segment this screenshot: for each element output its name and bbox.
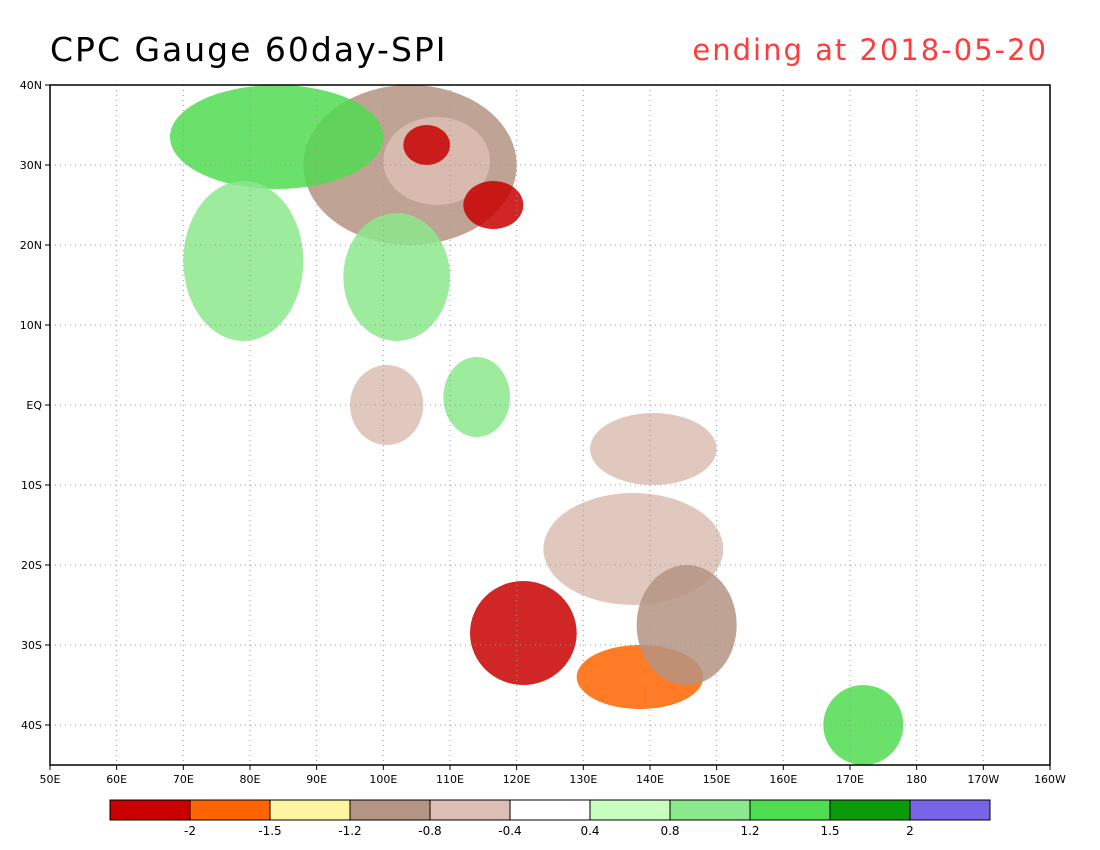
x-tick-label: 120E xyxy=(503,773,531,786)
region-central-china xyxy=(403,125,450,165)
x-tick-label: 140E xyxy=(636,773,664,786)
colorbar-label: -1.2 xyxy=(338,824,361,838)
y-tick-label: 20N xyxy=(20,239,42,252)
x-axis-ticks: 50E 60E 70E 80E 90E 100E 110E 120E 130E 140E 150E 1… xyxy=(40,765,1066,786)
colorbar-swatch xyxy=(109,799,191,821)
map-frame xyxy=(49,84,1051,766)
x-tick-label: 180 xyxy=(906,773,927,786)
region-india xyxy=(183,181,304,341)
x-tick-label: 50E xyxy=(40,773,61,786)
x-tick-label: 70E xyxy=(173,773,194,786)
colorbar-swatch xyxy=(189,799,271,821)
spi-regions xyxy=(170,85,904,765)
colorbar-label: 2 xyxy=(906,824,914,838)
y-tick-label: 10N xyxy=(20,319,42,332)
region-australia-west xyxy=(469,581,577,685)
y-tick-label: 30N xyxy=(20,159,42,172)
colorbar-label: 0.4 xyxy=(580,824,599,838)
x-tick-label: 160E xyxy=(769,773,797,786)
chart-title: CPC Gauge 60day-SPI xyxy=(50,30,448,69)
colorbar-swatch xyxy=(509,799,591,821)
y-tick-label: 30S xyxy=(21,639,42,652)
colorbar-label: -1.5 xyxy=(258,824,281,838)
y-tick-label: 20S xyxy=(21,559,42,572)
colorbar-swatch xyxy=(269,799,351,821)
region-borneo xyxy=(443,357,510,437)
colorbar: -2 -1.5 -1.2 -0.8 -0.4 0.4 0.8 1.2 1.5 2 xyxy=(109,799,991,838)
x-tick-label: 80E xyxy=(240,773,261,786)
y-tick-label: 40S xyxy=(21,719,42,732)
map-gridlines xyxy=(50,84,1050,765)
colorbar-swatch xyxy=(349,799,431,821)
x-tick-label: 100E xyxy=(369,773,397,786)
x-tick-label: 110E xyxy=(436,773,464,786)
region-new-zealand xyxy=(823,685,904,765)
region-sumatra xyxy=(350,365,424,445)
region-australia-east xyxy=(636,565,737,685)
region-new-guinea xyxy=(590,413,717,485)
x-tick-label: 160W xyxy=(1034,773,1066,786)
colorbar-label: 1.5 xyxy=(820,824,839,838)
x-tick-label: 130E xyxy=(569,773,597,786)
chart-date-title: ending at 2018-05-20 xyxy=(692,33,1048,67)
y-tick-label: 10S xyxy=(21,479,42,492)
x-tick-label: 150E xyxy=(703,773,731,786)
colorbar-swatch xyxy=(669,799,751,821)
colorbar-swatch xyxy=(589,799,671,821)
x-tick-label: 170E xyxy=(836,773,864,786)
colorbar-swatch xyxy=(829,799,911,821)
colorbar-label: 1.2 xyxy=(740,824,759,838)
colorbar-swatch xyxy=(749,799,831,821)
colorbar-swatch xyxy=(909,799,991,821)
y-tick-label: EQ xyxy=(26,399,42,412)
colorbar-label: -0.8 xyxy=(418,824,441,838)
colorbar-label: 0.8 xyxy=(660,824,679,838)
x-tick-label: 170W xyxy=(967,773,999,786)
y-axis-ticks: 40N 30N 20N 10N EQ 10S 20S 30S 40S xyxy=(20,79,50,732)
y-tick-label: 40N xyxy=(20,79,42,92)
region-indochina xyxy=(343,213,450,341)
x-tick-label: 90E xyxy=(306,773,327,786)
colorbar-label: -2 xyxy=(184,824,196,838)
region-south-china xyxy=(463,181,524,229)
region-tibet-green xyxy=(170,85,384,189)
x-tick-label: 60E xyxy=(106,773,127,786)
colorbar-swatch xyxy=(429,799,511,821)
colorbar-label: -0.4 xyxy=(498,824,521,838)
